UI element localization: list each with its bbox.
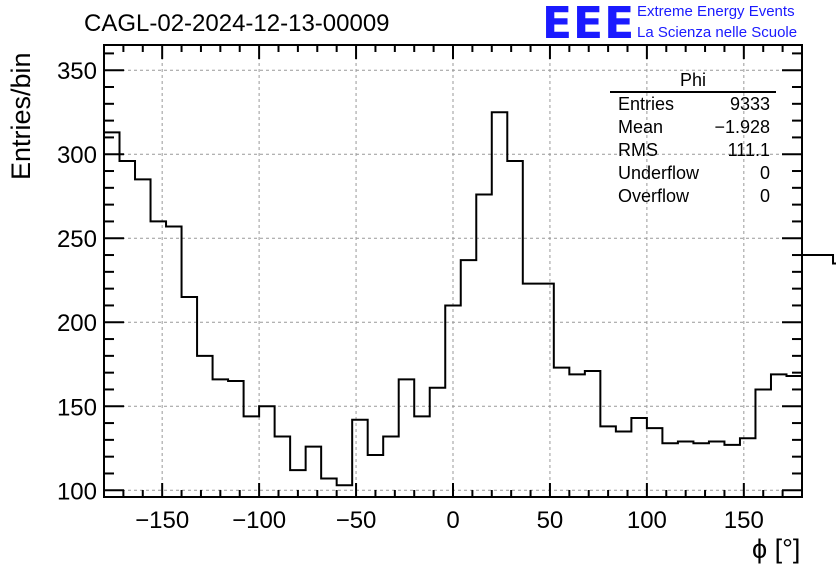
stats-value: 0 bbox=[759, 163, 770, 183]
y-tick-label: 100 bbox=[57, 478, 97, 505]
stats-row-rms: RMS 111.1 bbox=[610, 139, 776, 162]
stats-label: Underflow bbox=[618, 163, 700, 183]
stats-row-underflow: Underflow 0 bbox=[610, 162, 776, 185]
x-tick-label: 50 bbox=[537, 507, 564, 534]
x-tick-label: −150 bbox=[135, 507, 189, 534]
histogram-line bbox=[104, 111, 836, 487]
stats-value: 111.1 bbox=[727, 140, 770, 160]
stats-label: Entries bbox=[618, 94, 675, 114]
stats-row-mean: Mean −1.928 bbox=[610, 116, 776, 139]
x-axis-label: ϕ [°] bbox=[752, 534, 801, 564]
y-tick-label: 250 bbox=[57, 226, 97, 253]
stats-box: Phi Entries 9333 Mean −1.928 RMS 111.1 U… bbox=[610, 70, 776, 208]
x-tick-label: 100 bbox=[627, 507, 667, 534]
chart-title: CAGL-02-2024-12-13-00009 bbox=[84, 10, 390, 37]
stats-title: Phi bbox=[610, 70, 776, 93]
axis-tick-labels: −150 −100 −50 0 50 100 150 100 150 200 250 300 350 bbox=[57, 58, 764, 534]
stats-row-overflow: Overflow 0 bbox=[610, 185, 776, 208]
stats-label: Overflow bbox=[618, 186, 690, 206]
y-tick-label: 350 bbox=[57, 58, 97, 85]
stats-row-entries: Entries 9333 bbox=[610, 93, 776, 116]
stats-value: 0 bbox=[759, 186, 770, 206]
stats-value: 9333 bbox=[729, 94, 770, 114]
stats-label: RMS bbox=[618, 140, 658, 160]
x-tick-label: 0 bbox=[446, 507, 459, 534]
x-tick-label: −50 bbox=[336, 507, 377, 534]
y-tick-label: 150 bbox=[57, 394, 97, 421]
y-tick-label: 300 bbox=[57, 142, 97, 169]
logo-line-2: La Scienza nelle Scuole bbox=[637, 24, 798, 41]
y-tick-label: 200 bbox=[57, 310, 97, 337]
stats-label: Mean bbox=[618, 117, 664, 137]
x-tick-label: 150 bbox=[724, 507, 764, 534]
stats-value: −1.928 bbox=[714, 117, 770, 137]
logo-line-1: Extreme Energy Events bbox=[637, 3, 795, 20]
x-tick-label: −100 bbox=[232, 507, 286, 534]
eee-logo: EEE bbox=[542, 0, 636, 49]
y-axis-label: Entries/bin bbox=[6, 52, 36, 180]
axis-ticks bbox=[103, 45, 803, 497]
